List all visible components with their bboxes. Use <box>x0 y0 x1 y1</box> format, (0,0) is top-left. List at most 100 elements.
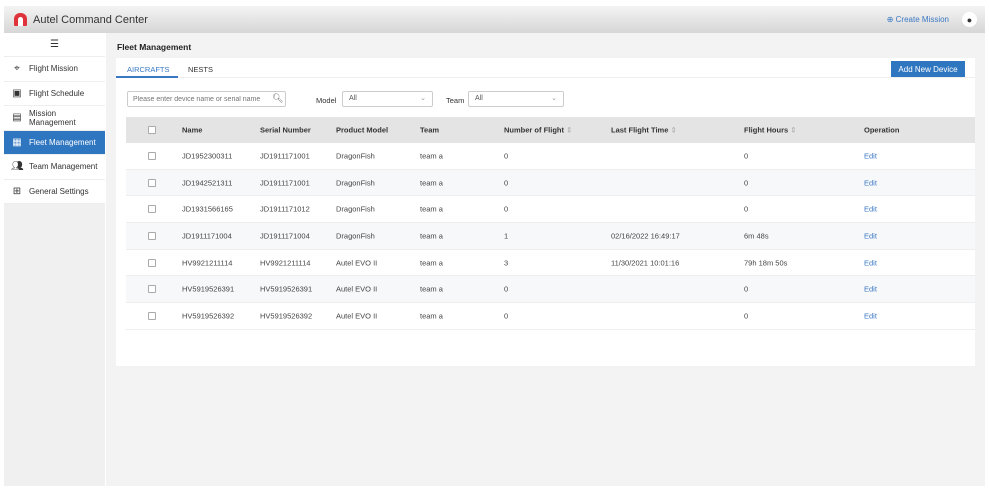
column-header[interactable]: Number of Flight ⇕ <box>504 126 572 135</box>
column-header-label: Number of Flight <box>504 125 564 135</box>
column-header[interactable]: Flight Hours ⇕ <box>744 126 797 135</box>
sidebar-item-label: Mission Management <box>29 108 76 127</box>
table-cell: Autel EVO II <box>336 284 378 294</box>
table-cell: Autel EVO II <box>336 311 378 321</box>
column-header-label: Last Flight Time <box>611 125 669 135</box>
sidebar-item-mission-management[interactable]: ▤ Mission Management <box>4 106 105 131</box>
edit-link[interactable]: Edit <box>864 231 877 241</box>
edit-link[interactable]: Edit <box>864 311 877 321</box>
team-icon: 👥︎ <box>11 161 24 173</box>
column-header-label: Product Model <box>336 125 389 135</box>
team-label: Team <box>446 96 465 105</box>
table-row: HV9921211114 HV9921211114 Autel EVO II team… <box>126 250 975 277</box>
model-select[interactable]: All ⌄ <box>342 91 433 107</box>
table-cell: 0 <box>504 311 509 321</box>
sidebar-item-general-settings[interactable]: ⊞ General Settings <box>4 179 105 204</box>
column-header: Product Model <box>336 126 388 135</box>
top-bar: Autel Command Center ⊕ Create Mission ● <box>4 6 985 33</box>
table-cell: 0 <box>504 284 509 294</box>
sort-icon[interactable]: ⇕ <box>790 125 797 135</box>
model-value: All <box>349 95 357 102</box>
table-cell: DragonFish <box>336 204 375 214</box>
tab-nests[interactable]: NESTS <box>188 65 214 74</box>
edit-link[interactable]: Edit <box>864 151 877 161</box>
table-cell: JD1911171001 <box>260 151 310 161</box>
table-cell: 1 <box>504 231 509 241</box>
sidebar-item-label: Flight Schedule <box>29 88 85 98</box>
row-checkbox[interactable] <box>148 285 156 294</box>
table-cell: team a <box>420 204 443 214</box>
column-header-label: Name <box>182 125 203 135</box>
page-title: Fleet Management <box>117 42 192 52</box>
table-cell: team a <box>420 258 443 268</box>
table-cell: JD1911171004 <box>182 231 232 241</box>
clipboard-icon: ▤ <box>12 112 22 124</box>
table-cell: Autel EVO II <box>336 258 378 268</box>
collapse-menu-icon[interactable]: ☰ <box>4 33 105 57</box>
team-value: All <box>475 95 483 102</box>
table-cell: 02/16/2022 16:49:17 <box>611 231 680 241</box>
table-row: JD1911171004 JD1911171004 DragonFish team a… <box>126 223 975 250</box>
sidebar-item-team-management[interactable]: 👥︎ Team Management <box>4 155 105 180</box>
column-header-label: Serial Number <box>260 125 311 135</box>
row-checkbox[interactable] <box>148 151 156 160</box>
edit-link[interactable]: Edit <box>864 204 877 214</box>
edit-link[interactable]: Edit <box>864 178 877 188</box>
column-header: Operation <box>864 126 899 135</box>
table-cell: JD1911171012 <box>260 204 310 214</box>
table-cell: 6m 48s <box>744 231 769 241</box>
tab-bar: AIRCRAFTS NESTS Add New Device <box>116 58 975 78</box>
table-cell: DragonFish <box>336 178 375 188</box>
column-header: Team <box>420 126 439 135</box>
autel-logo-icon <box>14 13 27 26</box>
table-cell: 0 <box>504 178 509 188</box>
table-cell: HV5919526392 <box>260 311 313 321</box>
table-cell: HV5919526392 <box>182 311 235 321</box>
table-cell: 79h 18m 50s <box>744 258 788 268</box>
user-avatar-icon[interactable]: ● <box>962 12 977 27</box>
sidebar-item-label: General Settings <box>29 186 89 196</box>
sidebar-item-flight-schedule[interactable]: ▣ Flight Schedule <box>4 81 105 106</box>
edit-link[interactable]: Edit <box>864 258 877 268</box>
column-header-label: Flight Hours <box>744 125 789 135</box>
sidebar: ☰ ⌖ Flight Mission ▣ Flight Schedule ▤ Missio… <box>4 33 105 486</box>
table-cell: team a <box>420 151 443 161</box>
table-cell: team a <box>420 311 443 321</box>
add-new-device-button[interactable]: Add New Device <box>891 61 965 77</box>
sort-icon[interactable]: ⇕ <box>566 125 573 135</box>
table-cell: 0 <box>504 151 509 161</box>
table-cell: 0 <box>744 178 749 188</box>
table-cell: JD1911171004 <box>260 231 310 241</box>
sort-icon[interactable]: ⇕ <box>670 125 677 135</box>
row-checkbox[interactable] <box>148 311 156 320</box>
select-all-checkbox[interactable] <box>148 126 156 134</box>
row-checkbox[interactable] <box>148 258 156 267</box>
schedule-icon: ▣ <box>12 87 22 99</box>
table-cell: JD1911171001 <box>260 178 310 188</box>
tab-aircrafts[interactable]: AIRCRAFTS <box>127 65 170 74</box>
sidebar-item-flight-mission[interactable]: ⌖ Flight Mission <box>4 57 105 82</box>
table-cell: 3 <box>504 258 509 268</box>
column-header-label: Operation <box>864 125 900 135</box>
table-cell: 0 <box>744 284 749 294</box>
app-title: Autel Command Center <box>33 13 148 26</box>
table-cell: team a <box>420 231 443 241</box>
active-tab-indicator <box>116 76 178 78</box>
table-cell: team a <box>420 284 443 294</box>
column-header[interactable]: Last Flight Time ⇕ <box>611 126 677 135</box>
row-checkbox[interactable] <box>148 205 156 214</box>
sidebar-item-label: Team Management <box>29 162 98 172</box>
create-mission-label: Create Mission <box>895 15 949 24</box>
row-checkbox[interactable] <box>148 231 156 240</box>
edit-link[interactable]: Edit <box>864 284 877 294</box>
row-checkbox[interactable] <box>148 178 156 187</box>
settings-grid-icon: ⊞ <box>12 185 22 197</box>
create-mission-link[interactable]: ⊕ Create Mission <box>886 15 949 24</box>
search-input[interactable] <box>127 91 286 107</box>
sidebar-item-fleet-management[interactable]: ▦ Fleet Management <box>4 130 105 155</box>
team-select[interactable]: All ⌄ <box>468 91 564 107</box>
table-cell: 0 <box>504 204 509 214</box>
table-cell: 0 <box>744 151 749 161</box>
chevron-down-icon: ⌄ <box>551 95 557 102</box>
search-icon[interactable]: 🔍︎ <box>272 93 284 103</box>
